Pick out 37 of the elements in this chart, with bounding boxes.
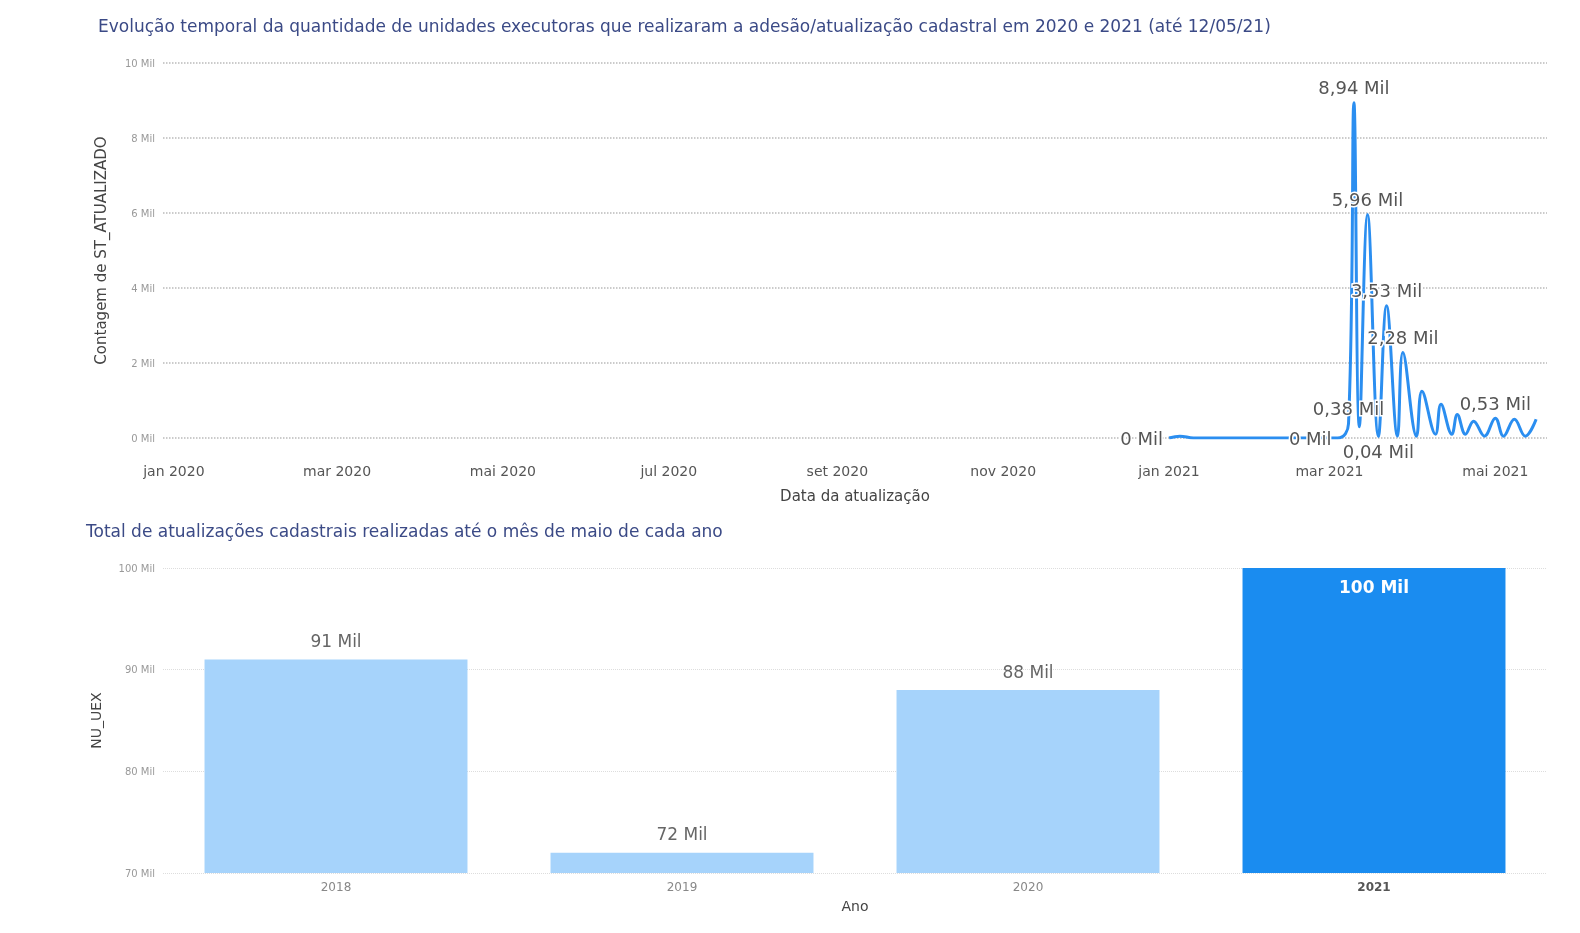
x-tick-label: mai 2021 xyxy=(1462,463,1529,479)
data-label: 0,53 Mil xyxy=(1459,392,1532,414)
y-tick-label: 0 Mil xyxy=(131,432,155,444)
chart-title: Evolução temporal da quantidade de unidades executoras que realizaram a adesão/atualização cadastral em 2020 e 2021 (até 12/05/21) xyxy=(98,15,1271,36)
data-label: 100 Mil xyxy=(1339,576,1409,597)
x-tick-label: mai 2020 xyxy=(469,463,536,479)
data-label: 0 Mil xyxy=(1120,427,1164,449)
y-tick-label: 90 Mil xyxy=(124,664,155,676)
x-tick-label: 2020 xyxy=(1012,880,1044,894)
y-tick-label: 4 Mil xyxy=(131,282,155,294)
x-tick-label: mar 2020 xyxy=(302,463,372,479)
x-tick-label: jan 2020 xyxy=(142,463,205,479)
x-tick-label: 2018 xyxy=(320,880,352,894)
x-tick-label: mar 2021 xyxy=(1295,463,1364,479)
x-tick-label: 2019 xyxy=(666,880,698,894)
x-tick-label: set 2020 xyxy=(806,463,869,479)
y-tick-label: 6 Mil xyxy=(131,207,155,219)
x-tick-label: jan 2021 xyxy=(1137,463,1200,479)
data-label: 0,04 Mil xyxy=(1342,441,1415,462)
data-label: 72 Mil xyxy=(656,824,708,845)
x-axis-title: Data da atualização xyxy=(780,486,930,505)
data-label: 8,94 Mil xyxy=(1318,77,1390,99)
y-tick-label: 8 Mil xyxy=(131,132,155,144)
x-tick-label: nov 2020 xyxy=(970,463,1037,479)
data-label: 88 Mil xyxy=(1002,661,1054,682)
y-tick-label: 100 Mil xyxy=(118,562,155,574)
y-tick-label: 10 Mil xyxy=(124,57,155,69)
x-tick-label: jul 2020 xyxy=(639,463,698,479)
x-axis-title: Ano xyxy=(841,898,869,914)
y-tick-label: 2 Mil xyxy=(131,357,155,369)
chart-title: Total de atualizações cadastrais realizadas até o mês de maio de cada ano xyxy=(85,520,723,541)
y-axis-title: Contagem de ST_ATUALIZADO xyxy=(91,136,111,365)
y-tick-label: 70 Mil xyxy=(124,867,155,879)
data-label: 91 Mil xyxy=(310,631,362,651)
y-tick-label: 80 Mil xyxy=(124,765,155,777)
y-axis-title: NU_UEX xyxy=(88,691,104,749)
x-tick-label: 2021 xyxy=(1357,880,1391,894)
